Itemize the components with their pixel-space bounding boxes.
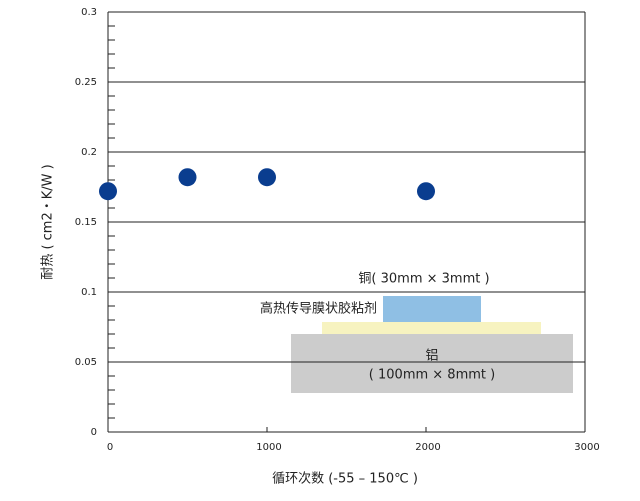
- y-tick-label: 0.25: [75, 77, 97, 88]
- x-tick-label: 2000: [415, 442, 440, 453]
- point: [99, 182, 117, 201]
- y-tick-label: 0: [91, 427, 97, 438]
- adhesive-layer: [322, 322, 541, 334]
- copper-label: 铜( 30mm × 3mmt ): [358, 272, 489, 287]
- point: [178, 168, 197, 187]
- point: [258, 168, 276, 187]
- aluminum-block: [291, 334, 573, 393]
- x-tick-label: 3000: [574, 442, 599, 453]
- y-tick-label: 0.1: [81, 287, 97, 298]
- x-axis-label: 循环次数 (-55 – 150℃ ): [272, 471, 418, 487]
- x-tick-label: 1000: [256, 442, 281, 453]
- y-tick-label: 0.15: [75, 217, 97, 228]
- y-tick-label: 0.05: [75, 357, 97, 368]
- adhesive-label: 高热传导膜状胶粘剂: [260, 301, 377, 317]
- y-axis-label: 耐热 ( cm2・K/W ): [41, 164, 56, 279]
- copper-block: [383, 296, 481, 322]
- y-tick-label: 0.2: [81, 147, 97, 158]
- aluminum-size-label: ( 100mm × 8mmt ): [369, 368, 495, 383]
- point: [417, 182, 435, 201]
- y-tick-label: 0.3: [81, 7, 97, 18]
- aluminum-label: 铝: [425, 349, 438, 364]
- x-tick-label: 0: [107, 442, 113, 453]
